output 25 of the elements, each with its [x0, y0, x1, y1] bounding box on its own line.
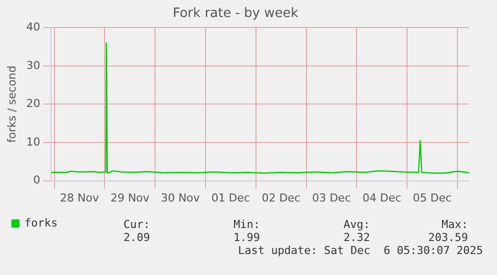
x-tick-label: 03 Dec	[312, 191, 351, 204]
x-tick-label: 29 Nov	[110, 191, 150, 204]
y-tick-label: 30	[26, 58, 40, 72]
x-tick-label: 02 Dec	[262, 191, 300, 204]
y-tick-label: 10	[26, 135, 40, 148]
chart-title: Fork rate - by week	[172, 6, 299, 22]
text: 203.59	[428, 231, 468, 244]
text: Max:	[442, 218, 468, 231]
x-tick-label: 04 Dec	[362, 191, 402, 204]
text: 1.99	[234, 231, 260, 244]
x-tick-label: 30 Nov	[160, 191, 200, 204]
text: Avg:	[344, 218, 370, 231]
text: Cur:	[124, 218, 150, 231]
x-tick-label: 28 Nov	[60, 191, 100, 204]
text: 2.32	[344, 231, 370, 244]
text: Min:	[234, 218, 260, 231]
y-tick-label: 0	[33, 174, 40, 187]
y-tick-label: 40	[26, 20, 40, 34]
legend-label: forks	[24, 216, 58, 230]
y-tick-label: 20	[26, 97, 40, 110]
y-axis-title: forks / second	[5, 66, 18, 143]
x-tick-label: 01 Dec	[211, 191, 250, 204]
text: 2.09	[124, 231, 150, 244]
text: Last update: Sat Dec 6 05:30:07 2025	[238, 244, 483, 257]
x-tick-label: 05 Dec	[412, 191, 452, 204]
